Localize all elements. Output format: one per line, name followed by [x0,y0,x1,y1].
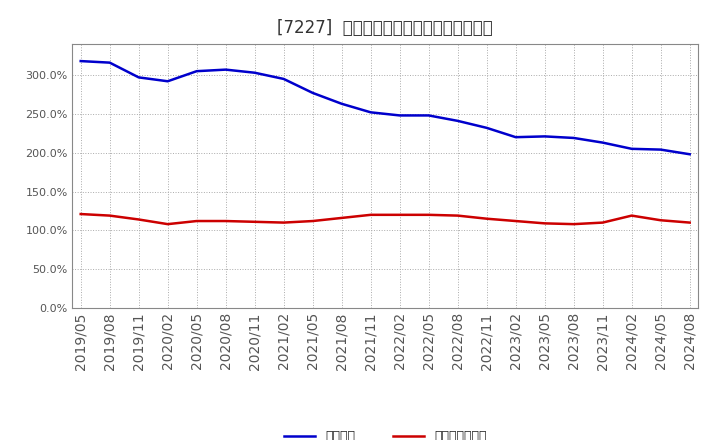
固定長期適合率 [366,212,375,217]
固定長期適合率 [76,211,85,216]
固定長期適合率 [685,220,694,225]
固定比率 [541,134,549,139]
固定比率 [482,125,491,131]
固定長期適合率 [163,221,172,227]
固定比率 [279,76,288,81]
固定比率 [338,101,346,106]
固定長期適合率 [221,218,230,224]
Line: 固定長期適合率: 固定長期適合率 [81,214,690,224]
固定比率 [570,136,578,141]
固定比率 [366,110,375,115]
固定比率 [76,59,85,64]
固定長期適合率 [395,212,404,217]
固定長期適合率 [482,216,491,221]
固定長期適合率 [105,213,114,218]
固定比率 [308,90,317,95]
固定比率 [657,147,665,152]
固定比率 [163,79,172,84]
固定長期適合率 [424,212,433,217]
固定長期適合率 [308,218,317,224]
固定長期適合率 [657,218,665,223]
固定長期適合率 [627,213,636,218]
固定長期適合率 [454,213,462,218]
固定長期適合率 [338,215,346,220]
固定比率 [192,69,201,74]
固定比率 [685,152,694,157]
固定長期適合率 [511,218,520,224]
固定比率 [424,113,433,118]
固定長期適合率 [541,221,549,226]
Title: [7227]  固定比率、固定長期適合率の推移: [7227] 固定比率、固定長期適合率の推移 [277,19,493,37]
固定比率 [511,135,520,140]
固定比率 [395,113,404,118]
固定比率 [454,118,462,124]
Line: 固定比率: 固定比率 [81,61,690,154]
固定比率 [627,146,636,151]
固定比率 [598,140,607,145]
Legend: 固定比率, 固定長期適合率: 固定比率, 固定長期適合率 [279,425,492,440]
固定比率 [135,75,143,80]
固定長期適合率 [279,220,288,225]
固定比率 [251,70,259,75]
固定長期適合率 [598,220,607,225]
固定長期適合率 [251,219,259,224]
固定長期適合率 [192,218,201,224]
固定長期適合率 [135,217,143,222]
固定長期適合率 [570,221,578,227]
固定比率 [221,67,230,72]
固定比率 [105,60,114,65]
